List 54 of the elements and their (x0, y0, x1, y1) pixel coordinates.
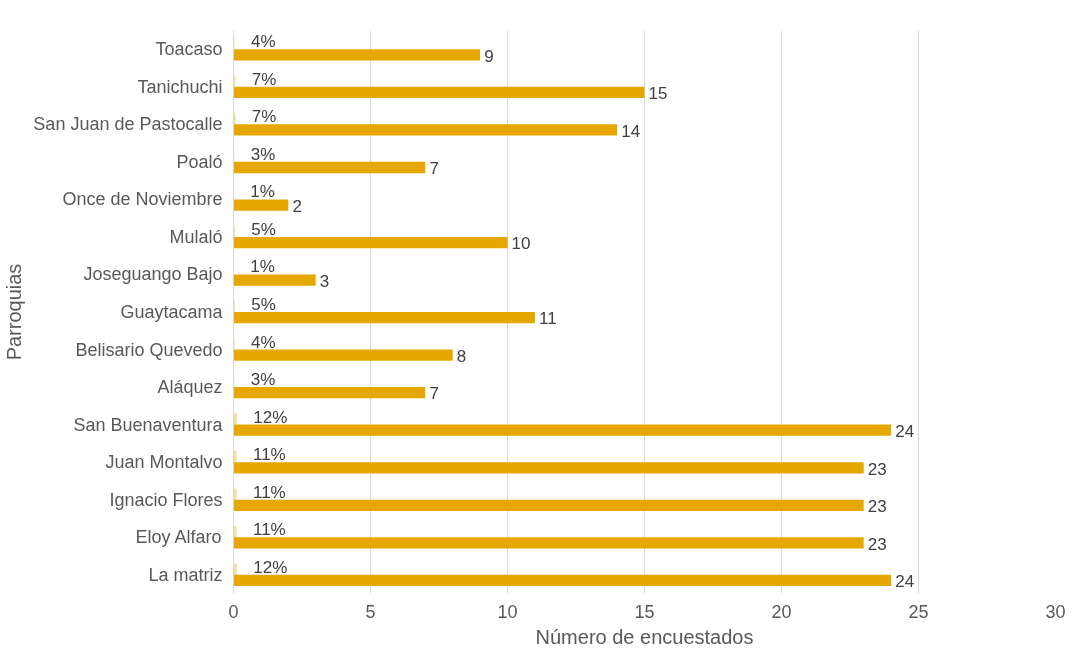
data-label: 3% (250, 144, 276, 164)
data-label: 9 (484, 46, 494, 66)
x-axis-title: Número de encuestados (535, 625, 754, 648)
data-label: 1% (250, 182, 275, 202)
data-label: 3% (250, 370, 276, 390)
data-label: 11 (539, 309, 557, 329)
y-tick-label: Eloy Alfaro (135, 527, 222, 548)
data-label: 7 (429, 384, 439, 404)
y-tick-label: Mulaló (169, 226, 223, 247)
data-label: 7% (251, 107, 277, 127)
data-label: 3 (319, 271, 330, 291)
data-label: 11% (252, 520, 286, 540)
data-label: 5% (251, 294, 276, 314)
y-axis-title: Parroquias (3, 263, 26, 361)
y-tick-label: Ignacio Flores (109, 489, 223, 510)
y-tick-label: La matriz (148, 564, 223, 585)
y-tick-label: San Juan de Pastocalle (33, 114, 223, 135)
y-tick-label: Once de Noviembre (62, 189, 223, 210)
data-label: 2 (292, 196, 302, 216)
data-label: 4% (251, 32, 276, 52)
data-label: 23 (867, 534, 887, 554)
x-tick-label: 20 (771, 601, 792, 622)
x-tick-label: 10 (497, 601, 518, 622)
data-label: 14 (621, 121, 641, 141)
data-label: 12% (253, 557, 288, 577)
data-label: 24 (895, 421, 915, 441)
y-tick-label: Toacaso (155, 39, 223, 60)
x-tick-label: 0 (228, 601, 239, 622)
data-label: 5% (251, 219, 276, 239)
data-label: 7% (251, 69, 277, 89)
data-label: 23 (867, 497, 887, 517)
data-label: 7 (429, 159, 439, 179)
y-tick-label: Tanichuchi (137, 76, 223, 97)
data-label: 24 (895, 572, 915, 592)
x-tick-label: 15 (634, 601, 655, 622)
data-label: 12% (253, 407, 288, 427)
y-tick-label: Joseguango Bajo (83, 264, 223, 285)
y-tick-label: San Buenaventura (73, 414, 224, 435)
y-tick-label: Poaló (176, 151, 223, 172)
data-label: 8 (456, 346, 467, 366)
data-label: 11% (252, 445, 286, 465)
y-tick-label: Guaytacama (120, 302, 224, 322)
y-tick-label: Juan Montalvo (105, 452, 223, 473)
y-tick-label: Aláquez (157, 377, 223, 398)
data-label: 11% (252, 482, 286, 502)
data-label: 4% (251, 332, 276, 352)
x-tick-label: 30 (1045, 601, 1066, 622)
y-tick-label: Belisario Quevedo (75, 339, 223, 360)
data-label: 23 (867, 459, 887, 479)
x-tick-label: 5 (365, 601, 376, 622)
data-label: 10 (511, 234, 531, 254)
data-label: 1% (250, 257, 275, 277)
x-tick-label: 25 (908, 601, 929, 622)
data-label: 15 (648, 84, 668, 104)
